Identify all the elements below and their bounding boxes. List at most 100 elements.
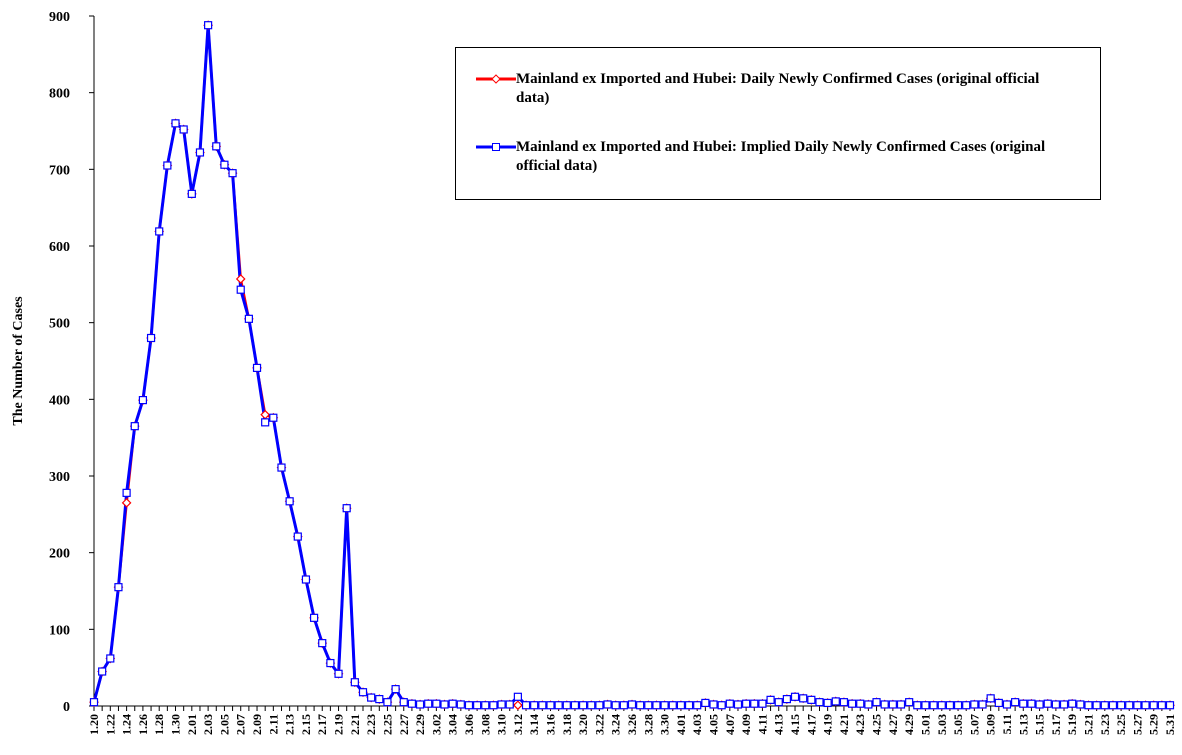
marker [782,694,791,704]
y-axis-label: The Number of Cases [11,296,26,426]
marker [277,463,286,472]
marker [668,701,677,710]
marker [864,700,873,709]
marker [684,701,694,710]
x-tick-label: 2.19 [332,714,346,735]
y-tick-label: 900 [49,10,70,25]
y-tick-label: 100 [49,623,70,638]
marker [701,698,710,708]
marker [513,700,523,711]
marker [244,314,253,323]
x-tick-label: 5.11 [1000,714,1014,734]
marker [513,692,522,701]
marker [986,694,995,703]
y-tick-label: 700 [49,163,70,178]
x-tick-label: 2.01 [185,714,199,735]
legend-key [476,74,516,84]
marker [709,700,718,709]
marker [896,700,906,709]
x-tick-label: 4.01 [674,714,688,735]
marker [171,119,180,128]
marker [521,701,531,710]
marker [611,701,620,710]
y-tick-label: 0 [63,700,70,715]
marker [652,701,661,710]
marker [334,669,343,678]
marker [1092,701,1101,710]
x-tick-label: 3.26 [625,714,639,735]
x-tick-label: 4.05 [707,714,721,735]
x-tick-label: 5.31 [1163,714,1177,735]
x-tick-label: 4.23 [853,714,867,735]
legend-entry: Mainland ex Imported and Hubei: Daily Ne… [476,70,1076,108]
marker [146,333,156,343]
marker [440,700,449,709]
marker [407,699,417,708]
marker [252,363,262,372]
marker [155,227,164,236]
marker [448,699,457,708]
marker [823,698,832,708]
marker [1019,699,1028,708]
marker [790,692,800,701]
marker [1100,701,1109,710]
marker [121,497,132,508]
x-tick-label: 4.21 [837,714,851,735]
marker [204,21,213,30]
marker [1084,701,1093,710]
x-tick-label: 1.24 [120,714,134,735]
marker [187,189,196,198]
x-tick-label: 5.09 [984,714,998,735]
y-tick-label: 600 [49,240,70,255]
marker [235,274,246,284]
marker [309,613,319,622]
marker [318,639,327,648]
marker [1051,700,1060,709]
x-tick-label: 3.18 [560,714,574,735]
x-tick-label: 4.13 [772,714,786,735]
x-tick-label: 3.20 [576,714,590,735]
x-tick-label: 4.19 [821,714,835,735]
marker [603,700,612,709]
marker [962,701,971,710]
marker [880,700,889,709]
x-tick-label: 5.19 [1065,714,1079,735]
marker [644,701,653,710]
marker [1043,699,1052,708]
marker [994,698,1003,708]
marker [815,698,824,707]
marker [676,701,686,710]
legend-marker [491,74,501,84]
marker [399,698,408,707]
marker [1068,699,1077,708]
legend: Mainland ex Imported and Hubei: Daily Ne… [455,47,1101,200]
x-tick-label: 5.17 [1049,714,1063,735]
x-tick-label: 4.11 [755,714,769,734]
marker [578,701,588,710]
x-tick-label: 5.21 [1081,714,1095,735]
marker [562,701,571,710]
x-tick-label: 5.03 [935,714,949,735]
marker [799,694,808,703]
marker [627,700,637,709]
marker [546,701,555,710]
x-tick-label: 5.07 [967,714,981,735]
x-tick-label: 3.10 [495,714,509,735]
marker [839,698,849,707]
marker [570,701,580,710]
x-tick-label: 3.16 [543,714,557,735]
x-tick-label: 1.30 [169,714,183,735]
marker [742,699,751,708]
marker [807,695,816,704]
y-tick-label: 500 [49,317,70,332]
marker [1011,698,1020,707]
marker [774,698,783,707]
marker [326,658,335,668]
x-tick-label: 5.05 [951,714,965,735]
marker [236,285,245,294]
marker [114,583,123,592]
marker [489,701,498,710]
marker [89,698,99,707]
marker [937,701,946,710]
marker [269,413,278,422]
